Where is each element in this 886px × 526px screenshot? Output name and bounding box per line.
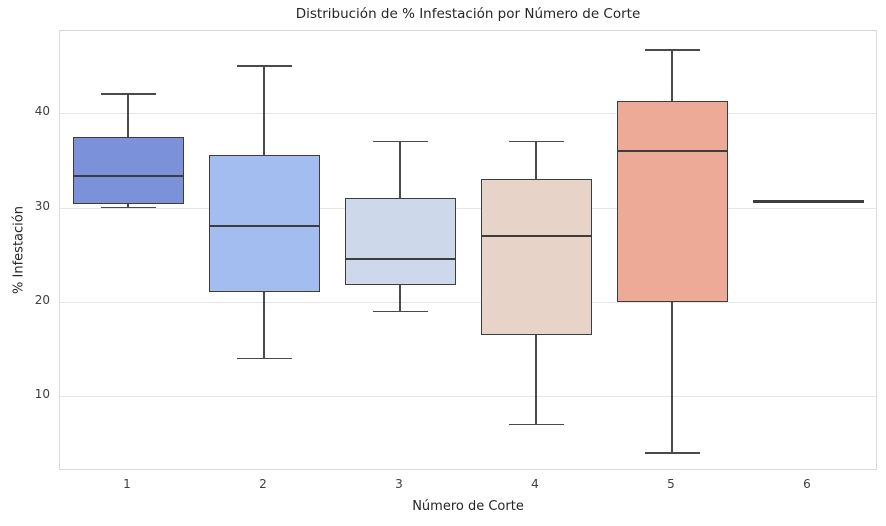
upper-whisker-cap	[644, 49, 700, 51]
plot-area	[59, 30, 877, 470]
gridline	[60, 113, 876, 115]
median-line	[72, 175, 184, 178]
box	[72, 136, 184, 204]
upper-whisker	[671, 49, 673, 101]
median-line	[752, 199, 864, 202]
median-line	[208, 225, 320, 228]
lower-whisker-cap	[644, 452, 700, 454]
upper-whisker	[127, 94, 129, 137]
x-axis-label: Número de Corte	[412, 499, 524, 514]
upper-whisker	[263, 65, 265, 155]
gridline	[60, 396, 876, 398]
lower-whisker	[671, 301, 673, 453]
upper-whisker-cap	[372, 140, 428, 143]
upper-whisker-cap	[236, 65, 292, 67]
lower-whisker-cap	[236, 357, 292, 360]
upper-whisker	[535, 141, 537, 180]
gridline	[60, 207, 876, 209]
y-tick-label: 10	[34, 387, 50, 402]
lower-whisker-cap	[100, 206, 156, 209]
x-tick-label: 2	[259, 477, 267, 491]
chart-title: Distribución de % Infestación por Número…	[295, 6, 641, 22]
upper-whisker-cap	[100, 93, 156, 95]
y-axis-label: % Infestación	[11, 206, 27, 294]
y-tick-label: 30	[34, 198, 50, 213]
y-tick-label: 40	[34, 104, 50, 119]
lower-whisker	[399, 284, 401, 312]
upper-whisker-cap	[508, 140, 564, 143]
box	[616, 100, 728, 302]
lower-whisker	[127, 203, 129, 208]
median-line	[616, 149, 728, 152]
lower-whisker-cap	[508, 423, 564, 426]
box	[344, 198, 456, 285]
y-tick-label: 20	[34, 292, 50, 307]
x-tick-label: 3	[395, 477, 403, 491]
x-tick-label: 1	[123, 477, 131, 491]
lower-whisker	[263, 292, 265, 359]
median-line	[480, 234, 592, 237]
x-tick-label: 5	[667, 477, 675, 491]
median-line	[344, 258, 456, 261]
box	[480, 179, 592, 335]
lower-whisker-cap	[372, 310, 428, 313]
x-tick-label: 6	[803, 477, 811, 491]
gridline	[60, 301, 876, 303]
box	[208, 154, 320, 293]
lower-whisker	[535, 334, 537, 425]
x-tick-label: 4	[531, 477, 539, 491]
upper-whisker	[399, 141, 401, 199]
